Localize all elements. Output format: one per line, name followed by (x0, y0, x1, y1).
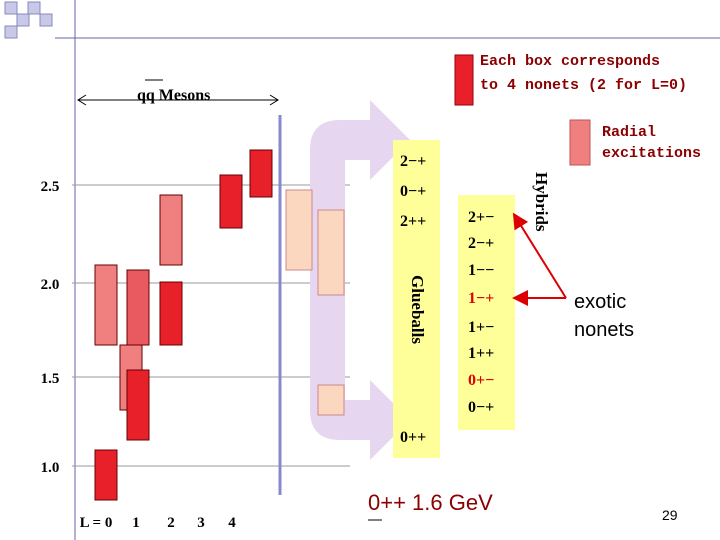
mass-label: 1.0 (41, 460, 60, 476)
exotic-arrow (512, 212, 567, 299)
l-label: L = 0 (80, 515, 113, 531)
l-label: 3 (197, 515, 205, 531)
hybrid-state: 1−+ (468, 290, 494, 307)
glueball-state: 0++ (400, 429, 426, 446)
glueballs-label: Glueballs (408, 275, 427, 344)
glueball-arrow (310, 100, 410, 460)
hybrid-state: 1+− (468, 319, 494, 336)
mass-label: 1.5 (41, 371, 60, 387)
glueball-state: 2++ (400, 213, 426, 230)
l-label: 1 (132, 515, 140, 531)
legend-text: excitations (602, 145, 701, 162)
legend-text: to 4 nonets (2 for L=0) (480, 77, 687, 94)
mesons-label: qq Mesons (137, 87, 210, 104)
hybrid-state: 1++ (468, 345, 494, 362)
hybrid-state: 2+− (468, 209, 494, 226)
glueball-panel (393, 140, 440, 458)
hybrid-state: 1−− (468, 262, 494, 279)
legend-box (569, 119, 591, 166)
glueball-state: 2−+ (400, 153, 426, 170)
legend-text: Radial (602, 124, 656, 141)
hybrid-state: 0−+ (468, 399, 494, 416)
meson-boxes (94, 149, 273, 501)
page-number: 29 (662, 507, 678, 523)
hybrids-label: Hybrids (532, 172, 551, 232)
exotic-label: exotic (574, 291, 626, 313)
hybrid-panel (458, 195, 515, 430)
l-label: 4 (228, 515, 236, 531)
note: 0++ 1.6 GeV (368, 490, 493, 515)
mass-label: 2.0 (41, 277, 60, 293)
hybrid-state: 2−+ (468, 235, 494, 252)
legend-box (454, 54, 474, 106)
hybrid-state: 0+− (468, 372, 494, 389)
decoration (4, 1, 53, 39)
exotic-label: nonets (574, 319, 634, 341)
glueball-state: 0−+ (400, 183, 426, 200)
mass-label: 2.5 (41, 179, 60, 195)
legend-text: Each box corresponds (480, 53, 660, 70)
l-label: 2 (167, 515, 175, 531)
mass-lines (72, 184, 350, 467)
glueball-boxes (285, 189, 345, 416)
bracket (77, 94, 279, 106)
